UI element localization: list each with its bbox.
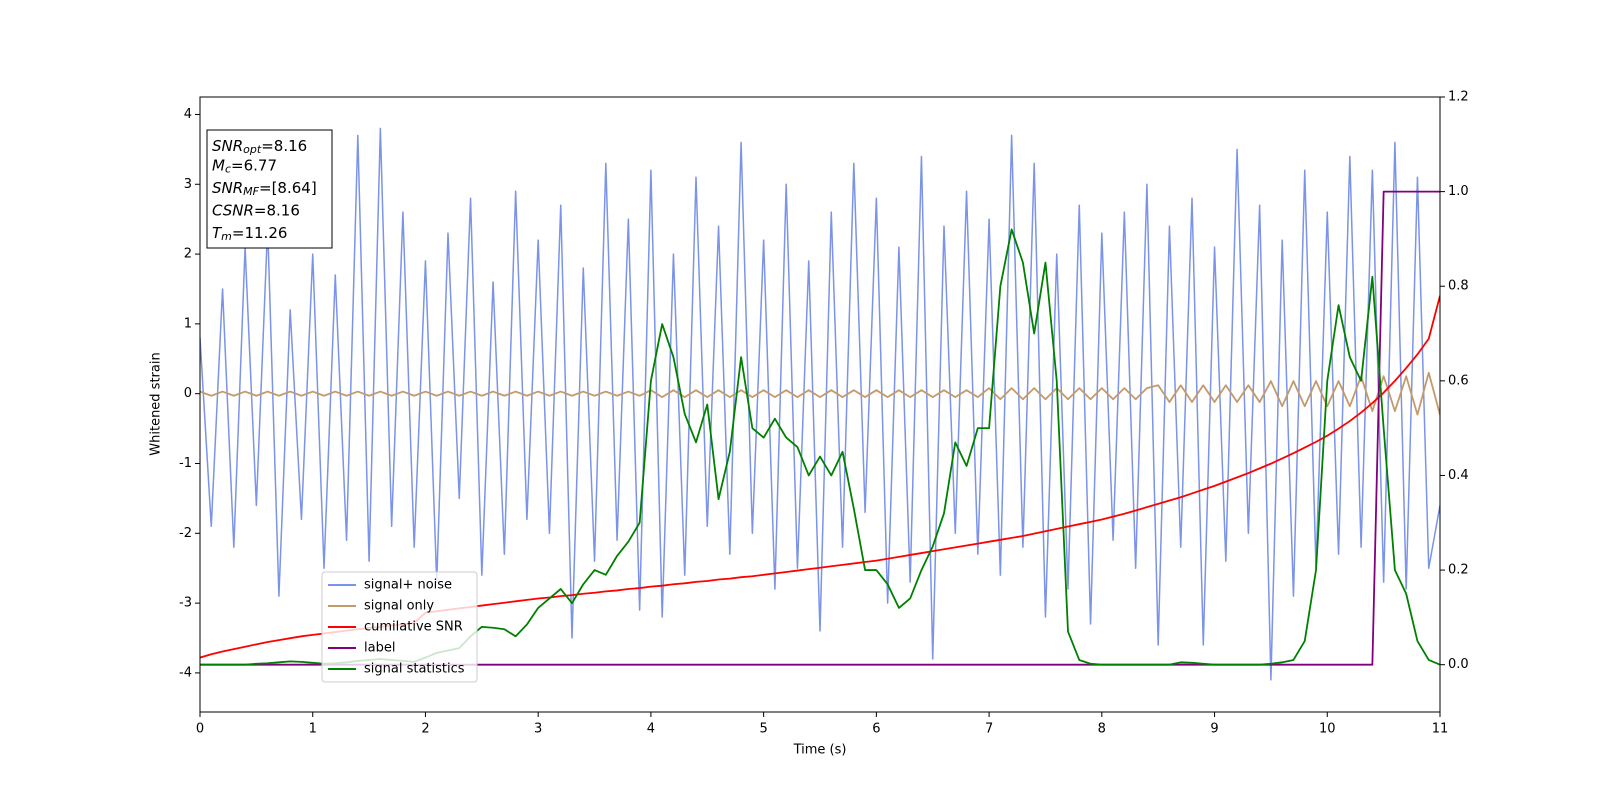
y-tick-label: -2	[179, 526, 192, 541]
x-tick-label: 10	[1319, 722, 1336, 737]
x-tick-label: 1	[309, 722, 317, 737]
legend-label: signal+ noise	[364, 578, 452, 593]
series-line	[200, 371, 1440, 416]
y-tick-label: 2	[184, 247, 192, 262]
y2-tick-label: 0.6	[1448, 373, 1469, 388]
legend-box	[321, 571, 478, 683]
annotation-sub: opt	[243, 143, 262, 156]
x-tick-label: 9	[1210, 722, 1218, 737]
plot-frame	[199, 96, 1441, 713]
series-line	[200, 127, 1440, 681]
annotation-sub: MF	[243, 185, 259, 198]
y-tick-label: 1	[184, 316, 192, 331]
annotation-base: SNR	[212, 137, 243, 155]
y-tick-label: 4	[184, 107, 192, 122]
y2-tick-label: 1.0	[1448, 184, 1469, 199]
annotation-rest: =6.77	[231, 156, 277, 174]
y-tick-label: 0	[184, 386, 192, 401]
legend-label: signal statistics	[364, 662, 465, 677]
x-tick-label: 5	[759, 722, 767, 737]
y-tick-label: -4	[179, 665, 192, 680]
annotation-box	[206, 129, 333, 249]
y2-tick-label: 0.2	[1448, 563, 1469, 578]
annotation-sub: c	[225, 163, 231, 176]
annotation-line: Mc=6.77	[212, 156, 277, 176]
annotation-base: T	[212, 224, 223, 242]
annotation-base: CSNR	[212, 201, 254, 219]
annotation-line: CSNR=8.16	[212, 201, 300, 219]
annotation-rest: =8.16	[254, 201, 300, 219]
legend-label: cumilative SNR	[364, 620, 463, 635]
y2-tick-label: 0.0	[1448, 657, 1469, 672]
annotation-line: SNRopt=8.16	[212, 137, 307, 157]
x-tick-label: 8	[1098, 722, 1106, 737]
y2-tick-label: 1.2	[1448, 90, 1469, 105]
y-axis-label: Whitened strain	[149, 352, 164, 455]
legend-label: label	[364, 641, 395, 656]
x-tick-label: 7	[985, 722, 993, 737]
x-axis-label: Time (s)	[793, 743, 847, 758]
x-tick-label: 6	[872, 722, 880, 737]
y-tick-label: -3	[179, 596, 192, 611]
annotation-base: M	[212, 156, 225, 174]
annotation-sub: m	[221, 230, 232, 243]
annotation-rest: =8.16	[261, 137, 307, 155]
x-tick-label: 4	[647, 722, 655, 737]
annotation-line: SNRMF=[8.64]	[212, 179, 317, 199]
annotation-line: Tm=11.26	[212, 224, 287, 244]
annotation-base: SNR	[212, 179, 243, 197]
annotation-rest: =11.26	[232, 224, 288, 242]
y2-tick-label: 0.4	[1448, 468, 1469, 483]
y-tick-label: 3	[184, 177, 192, 192]
y2-tick-label: 0.8	[1448, 279, 1469, 294]
x-tick-label: 0	[196, 722, 204, 737]
x-tick-label: 11	[1432, 722, 1449, 737]
x-tick-label: 3	[534, 722, 542, 737]
legend-label: signal only	[364, 599, 434, 614]
x-tick-label: 2	[421, 722, 429, 737]
y-tick-label: -1	[179, 456, 192, 471]
annotation-rest: =[8.64]	[259, 179, 317, 197]
